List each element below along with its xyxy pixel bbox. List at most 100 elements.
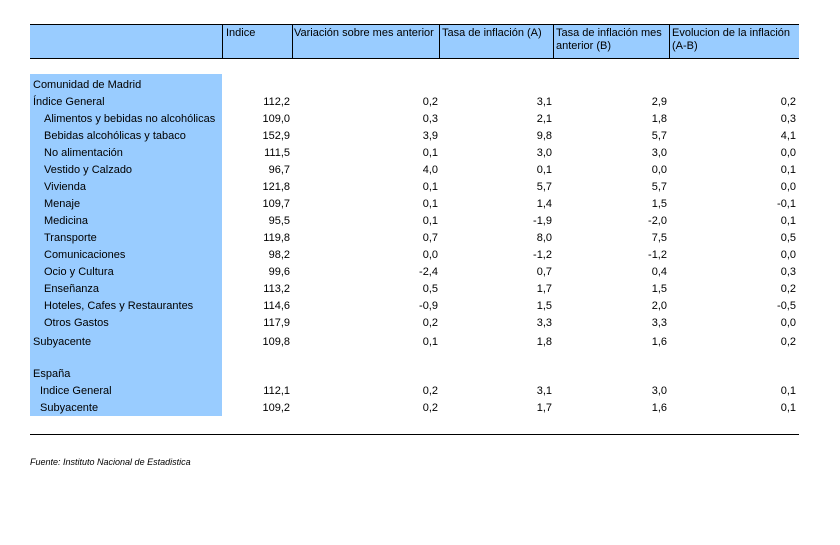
- row-label: Subyacente: [40, 402, 99, 414]
- row-value: 1,6: [651, 336, 667, 348]
- table-row: Subyacente 109,8 0,1 1,8 1,6 0,2: [0, 334, 840, 351]
- row-label: Transporte: [44, 232, 97, 244]
- row-value: 0,2: [422, 317, 438, 329]
- row-value: 1,8: [536, 336, 552, 348]
- row-value: 112,1: [263, 385, 290, 397]
- row-value: 0,1: [780, 164, 796, 176]
- table-row: Hoteles, Cafes y Restaurantes 114,6 -0,9 1,…: [0, 298, 840, 315]
- row-value: -2,0: [648, 215, 667, 227]
- row-value: -0,5: [777, 300, 796, 312]
- row-value: 109,7: [262, 198, 290, 210]
- row-value: -2,4: [419, 266, 438, 278]
- row-value: 1,5: [536, 300, 552, 312]
- row-value: 0,2: [780, 96, 796, 108]
- row-label: Enseñanza: [44, 283, 100, 295]
- row-value: 5,7: [651, 181, 667, 193]
- table-header: [30, 24, 799, 59]
- row-value: 9,8: [536, 130, 552, 142]
- row-value: 7,5: [651, 232, 667, 244]
- header-variacion: Variación sobre mes anterior: [294, 27, 434, 39]
- row-value: 121,8: [262, 181, 290, 193]
- row-value: 2,0: [651, 300, 667, 312]
- row-value: 0,1: [536, 164, 552, 176]
- row-value: 0,1: [422, 336, 438, 348]
- row-value: 117,9: [263, 317, 290, 329]
- row-value: 111,5: [264, 147, 290, 159]
- table-row: Comunicaciones 98,2 0,0 -1,2 -1,2 0,0: [0, 247, 840, 264]
- row-value: 0,3: [780, 113, 796, 125]
- row-value: 4,0: [422, 164, 438, 176]
- row-value: 4,1: [780, 130, 796, 142]
- table-row: Medicina 95,5 0,1 -1,9 -2,0 0,1: [0, 213, 840, 230]
- row-value: 0,3: [780, 266, 796, 278]
- column-divider: [292, 24, 293, 59]
- row-value: -1,2: [533, 249, 552, 261]
- row-value: 0,1: [422, 181, 438, 193]
- row-value: 3,1: [536, 385, 552, 397]
- table-row: Enseñanza 113,2 0,5 1,7 1,5 0,2: [0, 281, 840, 298]
- row-value: 1,4: [536, 198, 552, 210]
- row-value: 3,3: [651, 317, 667, 329]
- row-value: 2,9: [651, 96, 667, 108]
- row-value: 119,8: [263, 232, 290, 244]
- row-value: 109,0: [262, 113, 290, 125]
- row-label: Medicina: [44, 215, 89, 227]
- row-value: 109,8: [262, 336, 290, 348]
- row-value: 0,2: [780, 336, 796, 348]
- row-label: Vestido y Calzado: [44, 164, 133, 176]
- row-value: 3,0: [536, 147, 552, 159]
- row-value: 1,5: [651, 283, 667, 295]
- table-row: Menaje 109,7 0,1 1,4 1,5 -0,1: [0, 196, 840, 213]
- table-row: Bebidas alcohólicas y tabaco 152,9 3,9 9,8 5…: [0, 128, 840, 145]
- row-label: Subyacente: [33, 336, 92, 348]
- table-row: Transporte 119,8 0,7 8,0 7,5 0,5: [0, 230, 840, 247]
- row-label: Índice General: [33, 96, 105, 108]
- table-row: Subyacente 109,2 0,2 1,7 1,6 0,1: [0, 400, 840, 417]
- table-row: No alimentación 111,5 0,1 3,0 3,0 0,0: [0, 145, 840, 162]
- row-value: 0,0: [780, 249, 796, 261]
- row-value: 0,7: [422, 232, 438, 244]
- header-evolucion: Evolucion de la inflación (A-B): [672, 27, 798, 53]
- row-label: No alimentación: [44, 147, 123, 159]
- row-label: Ocio y Cultura: [44, 266, 114, 278]
- header-evolucion-line2: (A-B): [672, 40, 698, 52]
- label-column-background: [30, 74, 222, 416]
- table-row: Ocio y Cultura 99,6 -2,4 0,7 0,4 0,3: [0, 264, 840, 281]
- row-value: 1,6: [651, 402, 667, 414]
- table-row: Alimentos y bebidas no alcohólicas 109,0 0…: [0, 111, 840, 128]
- row-value: -0,9: [419, 300, 438, 312]
- row-value: 5,7: [651, 130, 667, 142]
- row-value: 0,0: [422, 249, 438, 261]
- row-value: 95,5: [268, 215, 290, 227]
- row-value: 1,7: [536, 283, 552, 295]
- row-value: 3,0: [651, 385, 667, 397]
- row-value: 0,1: [780, 385, 796, 397]
- row-label: Vivienda: [44, 181, 86, 193]
- row-label: Bebidas alcohólicas y tabaco: [44, 130, 186, 142]
- row-value: 3,9: [422, 130, 438, 142]
- header-indice: Indice: [226, 27, 256, 39]
- row-label: Hoteles, Cafes y Restaurantes: [44, 300, 194, 312]
- row-value: -0,1: [777, 198, 796, 210]
- row-label: Alimentos y bebidas no alcohólicas: [44, 113, 216, 125]
- row-label: Menaje: [44, 198, 81, 210]
- header-evolucion-line1: Evolucion de la inflación: [672, 27, 791, 39]
- row-value: 0,1: [422, 147, 438, 159]
- row-value: 0,1: [422, 215, 438, 227]
- row-value: 5,7: [536, 181, 552, 193]
- row-value: 0,1: [780, 402, 796, 414]
- row-label: Indice General: [40, 385, 112, 397]
- section-heading-madrid: Comunidad de Madrid: [0, 77, 840, 94]
- row-value: 0,5: [780, 232, 796, 244]
- section-label: Comunidad de Madrid: [33, 79, 142, 91]
- header-tasa-b: Tasa de inflación mes anterior (B): [556, 27, 668, 53]
- row-value: 3,1: [536, 96, 552, 108]
- row-value: 3,0: [651, 147, 667, 159]
- row-value: -1,9: [533, 215, 552, 227]
- row-value: 1,5: [651, 198, 667, 210]
- section-label: España: [33, 368, 71, 380]
- row-value: 0,0: [780, 147, 796, 159]
- row-value: 8,0: [536, 232, 552, 244]
- table-row: Indice General 112,1 0,2 3,1 3,0 0,1: [0, 383, 840, 400]
